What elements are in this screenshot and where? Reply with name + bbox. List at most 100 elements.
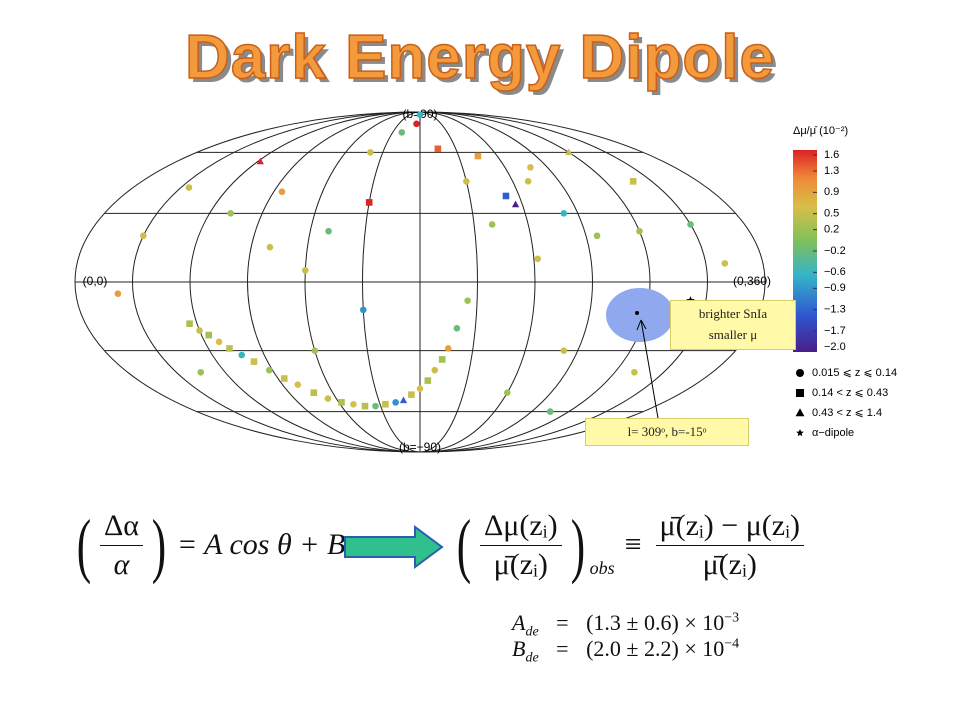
exponent: −4 [724, 636, 740, 652]
result-row: Ade = (1.3 ± 0.6) × 10−3 [512, 610, 739, 640]
point [438, 356, 446, 363]
result-row: Bde = (2.0 ± 2.2) × 10−4 [512, 636, 739, 666]
colorbar-tick-label: 1.6 [824, 149, 839, 161]
point [416, 385, 424, 393]
paren: ( [76, 505, 92, 585]
paren: ( [456, 505, 472, 585]
fraction: Δμ(zᵢ) μ̄(zᵢ) [479, 509, 562, 582]
colorbar-label: Δμ/μ̄ (10⁻²) [793, 125, 848, 137]
point [416, 111, 424, 119]
point [503, 389, 511, 396]
legend-marker [796, 369, 804, 377]
point [511, 200, 520, 208]
point [629, 178, 637, 185]
point [114, 290, 122, 297]
east-label: (0,360) [733, 274, 771, 288]
point [502, 192, 510, 200]
point [338, 399, 345, 406]
result-value: (1.3 ± 0.6) × 10 [586, 610, 725, 635]
position-label: l= 309ᵒ, b=-15ᵒ [585, 418, 749, 446]
point [226, 345, 233, 352]
point [424, 377, 432, 384]
south-label: (b=−90) [399, 440, 441, 454]
legend-label: 0.015 ⩽ z ⩽ 0.14 [812, 367, 897, 379]
point [408, 391, 415, 398]
point [250, 358, 258, 365]
point [294, 381, 302, 388]
equation-left: ( Δα α ) = A cos θ + B [72, 505, 345, 585]
arrow-head [636, 319, 647, 331]
point [185, 184, 193, 191]
legend-label: α−dipole [812, 427, 854, 439]
point [256, 157, 264, 165]
point [593, 232, 601, 240]
legend-label: 0.43 < z ⩽ 1.4 [812, 407, 882, 419]
point [524, 178, 532, 185]
equals: = [556, 636, 569, 661]
colorbar-tick-label: −0.9 [824, 282, 846, 294]
colorbar-tick-label: −2.0 [824, 341, 846, 353]
point [310, 389, 318, 396]
point [413, 120, 420, 128]
point [527, 164, 534, 171]
implies-arrow [344, 525, 444, 569]
point [687, 221, 694, 228]
symbol-sub: de [525, 650, 539, 666]
subscript: obs [589, 558, 615, 578]
legend-marker [796, 429, 804, 437]
symbol: B [512, 636, 526, 661]
point [399, 396, 408, 404]
point [361, 402, 369, 410]
point [488, 221, 496, 228]
point [359, 306, 367, 314]
point [278, 188, 286, 196]
point [365, 199, 373, 206]
numerator: Δα [99, 509, 143, 546]
dipole-point [635, 311, 639, 315]
point [534, 255, 542, 263]
point [301, 267, 309, 274]
sky-map: (b=90) (0,0) (0,360) (b=−90) Δμ/μ̄ (10⁻²… [74, 107, 897, 454]
point [546, 408, 554, 415]
point [197, 368, 205, 376]
colorbar-tick-label: −0.6 [824, 266, 846, 278]
point [311, 347, 319, 354]
point [453, 324, 461, 332]
point [281, 375, 288, 382]
equiv: ≡ [624, 528, 642, 561]
point [205, 331, 213, 339]
legend-label: 0.14 < z ⩽ 0.43 [812, 387, 888, 399]
numerator: μ̄(zᵢ) − μ(zᵢ) [655, 509, 804, 546]
result-value: (2.0 ± 2.2) × 10 [586, 636, 725, 661]
point [474, 152, 482, 160]
point [265, 366, 273, 374]
colorbar-tick-label: 0.5 [824, 208, 839, 220]
point [636, 227, 643, 235]
legend-marker [795, 408, 805, 417]
point [227, 210, 234, 217]
equals: = [556, 610, 569, 635]
colorbar-tick-label: −0.2 [824, 245, 846, 257]
denominator: μ̄(zᵢ) [702, 547, 757, 581]
paren: ) [151, 505, 167, 585]
point [324, 395, 332, 402]
point [631, 368, 638, 376]
point [372, 402, 379, 410]
denominator: α [113, 547, 130, 581]
colorbar-tick-label: −1.3 [824, 304, 846, 316]
point [431, 366, 439, 374]
point [196, 327, 203, 334]
colorbar-tick-label: 0.9 [824, 186, 839, 198]
point [238, 351, 246, 359]
colorbar-tick-label: 0.2 [824, 224, 839, 236]
colorbar-tick-label: −1.7 [824, 325, 846, 337]
point [398, 129, 406, 136]
fraction: Δα α [99, 509, 143, 582]
colorbar-tick-label: 1.3 [824, 165, 839, 177]
point [382, 400, 389, 408]
point [560, 347, 568, 354]
numerator: Δμ(zᵢ) [479, 509, 562, 546]
title: Dark Energy Dipole [184, 22, 775, 93]
point [325, 227, 332, 235]
